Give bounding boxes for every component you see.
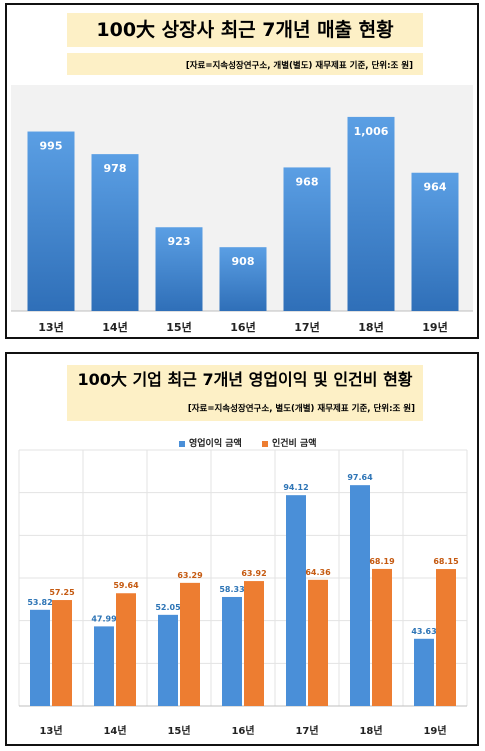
revenue-bar xyxy=(91,154,139,311)
revenue-value-label: 995 xyxy=(40,140,63,153)
profit-category-label: 15년 xyxy=(167,724,190,737)
labor-cost-bar xyxy=(180,582,200,706)
operating-profit-bar xyxy=(286,495,306,706)
profit-category-label: 18년 xyxy=(359,724,382,737)
revenue-category-label: 18년 xyxy=(358,320,383,334)
operating-profit-bar xyxy=(222,596,242,706)
revenue-bar-chart: 995 13년 978 14년 923 15년 908 16년 968 17년 1,006 18년 96… xyxy=(11,85,473,334)
profit-chart-title: 100大 기업 최근 7개년 영업이익 및 인건비 현황 xyxy=(67,365,423,395)
revenue-category-label: 16년 xyxy=(230,320,255,334)
profit-category-label: 19년 xyxy=(423,724,446,737)
revenue-value-label: 964 xyxy=(424,181,447,194)
profit-labor-chart-panel: 100大 기업 최근 7개년 영업이익 및 인건비 현황 [자료=지속성장연구소… xyxy=(5,352,479,746)
operating-profit-bar xyxy=(94,626,114,706)
revenue-category-label: 13년 xyxy=(38,320,63,334)
labor-cost-value-label: 63.92 xyxy=(241,569,266,578)
profit-category-label: 16년 xyxy=(231,724,254,737)
labor-cost-value-label: 68.15 xyxy=(433,557,459,566)
labor-cost-value-label: 64.36 xyxy=(305,568,331,577)
revenue-value-label: 1,006 xyxy=(354,125,389,138)
labor-cost-bar xyxy=(308,579,328,706)
operating-profit-value-label: 52.05 xyxy=(155,603,181,612)
operating-profit-bar xyxy=(30,609,50,706)
profit-chart-source: [자료=지속성장연구소, 별도(개별) 재무제표 기준, 단위:조 원] xyxy=(187,404,415,414)
labor-cost-value-label: 59.64 xyxy=(113,581,139,590)
labor-cost-bar xyxy=(436,569,456,706)
revenue-bar xyxy=(219,247,267,311)
labor-cost-value-label: 68.19 xyxy=(369,557,395,566)
profit-category-label: 13년 xyxy=(39,724,62,737)
legend-operating-profit: 영업이익 금액 xyxy=(179,436,242,449)
operating-profit-value-label: 97.64 xyxy=(347,473,373,482)
revenue-category-label: 14년 xyxy=(102,320,127,334)
operating-profit-bar xyxy=(350,485,370,706)
legend-labor-cost: 인건비 금액 xyxy=(262,436,317,449)
operating-profit-bar xyxy=(158,614,178,706)
revenue-bar xyxy=(347,116,395,311)
revenue-chart-title: 100大 상장사 최근 7개년 매출 현황 xyxy=(67,13,423,47)
legend-swatch-orange xyxy=(262,440,268,447)
revenue-value-label: 978 xyxy=(104,162,127,175)
operating-profit-bar xyxy=(414,638,434,706)
revenue-value-label: 968 xyxy=(296,175,319,188)
revenue-bar xyxy=(155,227,203,311)
profit-category-label: 14년 xyxy=(103,724,126,737)
labor-cost-bar xyxy=(244,581,264,706)
operating-profit-value-label: 47.99 xyxy=(91,614,117,623)
operating-profit-value-label: 94.12 xyxy=(283,483,308,492)
revenue-chart-panel: 100大 상장사 최근 7개년 매출 현황 [자료=지속성장연구소, 개별(별도… xyxy=(5,3,479,339)
revenue-bar xyxy=(27,131,75,311)
labor-cost-value-label: 63.29 xyxy=(177,571,203,580)
labor-cost-bar xyxy=(52,600,72,706)
revenue-bar xyxy=(283,167,331,311)
labor-cost-bar xyxy=(372,568,392,706)
revenue-value-label: 908 xyxy=(232,255,255,268)
legend-swatch-blue xyxy=(179,440,185,447)
operating-profit-value-label: 43.63 xyxy=(411,627,436,636)
revenue-category-label: 15년 xyxy=(166,320,191,334)
labor-cost-bar xyxy=(116,593,136,706)
operating-profit-value-label: 53.82 xyxy=(27,598,52,607)
revenue-bar xyxy=(411,172,459,311)
operating-profit-value-label: 58.33 xyxy=(219,585,244,594)
legend-label-operating-profit: 영업이익 금액 xyxy=(189,439,242,449)
legend-label-labor-cost: 인건비 금액 xyxy=(272,439,317,449)
revenue-value-label: 923 xyxy=(168,235,191,248)
profit-source-bg xyxy=(67,395,423,421)
revenue-category-label: 17년 xyxy=(294,320,319,334)
revenue-category-label: 19년 xyxy=(422,320,447,334)
labor-cost-value-label: 57.25 xyxy=(49,588,75,597)
revenue-chart-source: [자료=지속성장연구소, 개별(별도) 재무제표 기준, 단위:조 원] xyxy=(181,57,417,73)
profit-category-label: 17년 xyxy=(295,724,318,737)
